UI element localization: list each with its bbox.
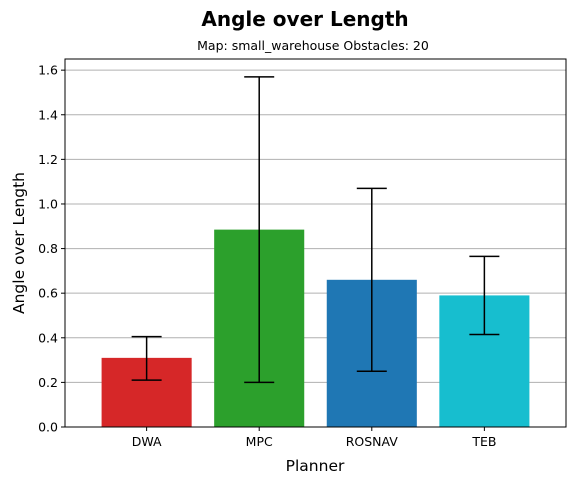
- y-tick-label: 0.6: [38, 286, 58, 301]
- y-tick-label: 0.2: [38, 375, 58, 390]
- y-axis-label: Angle over Length: [10, 172, 28, 314]
- bars: [101, 229, 530, 427]
- x-axis-label: Planner: [286, 457, 345, 475]
- y-tick-label: 0.0: [38, 420, 58, 435]
- y-tick-label: 1.6: [38, 63, 58, 78]
- x-tick-label: MPC: [246, 434, 273, 449]
- chart-subtitle: Map: small_warehouse Obstacles: 20: [197, 38, 429, 53]
- x-tick-label: TEB: [471, 434, 496, 449]
- x-tick-label: ROSNAV: [346, 434, 399, 449]
- error-bars: [131, 76, 500, 384]
- x-tick-label: DWA: [132, 434, 162, 449]
- y-axis-ticks: 0.0 0.2 0.4 0.6 0.8 1.0 1.2 1.4 1.6: [38, 63, 65, 435]
- chart-title: Angle over Length: [201, 7, 408, 31]
- y-tick-label: 0.4: [38, 330, 58, 345]
- y-tick-label: 1.4: [38, 107, 58, 122]
- y-tick-label: 1.0: [38, 196, 58, 211]
- x-axis-ticks: DWA MPC ROSNAV TEB: [132, 427, 496, 449]
- y-tick-label: 0.8: [38, 241, 58, 256]
- plot-frame: [64, 58, 567, 428]
- y-tick-label: 1.2: [38, 152, 58, 167]
